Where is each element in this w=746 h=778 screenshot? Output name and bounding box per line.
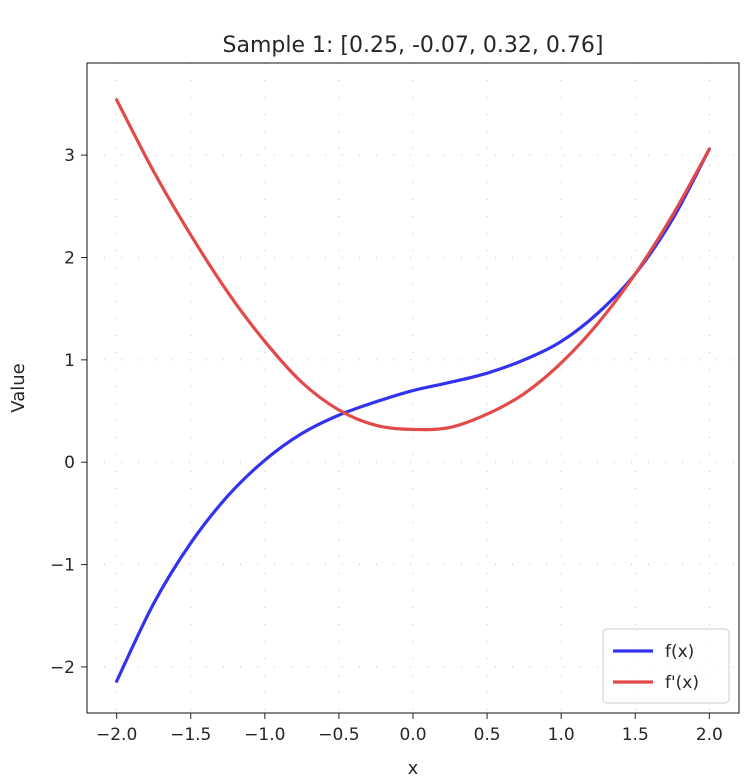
y-tick-label: −1: [50, 556, 75, 576]
x-tick-label: 0.0: [399, 725, 426, 745]
y-tick-label: 0: [64, 453, 75, 473]
legend: f(x) f'(x): [602, 628, 730, 704]
legend-label: f(x): [665, 642, 694, 662]
chart-title: Sample 1: [0.25, -0.07, 0.32, 0.76]: [223, 33, 604, 58]
series-line-f: [115, 147, 711, 683]
y-axis-title: Value: [8, 363, 29, 412]
x-axis-title: x: [408, 758, 419, 778]
y-tick-label: 2: [64, 248, 75, 268]
legend-box: [602, 628, 730, 704]
x-tick-label: 1.5: [622, 725, 649, 745]
y-axis: −2 −1 0 1 2 3: [50, 146, 87, 678]
x-tick-label: 1.0: [548, 725, 575, 745]
y-tick-label: 1: [64, 351, 75, 371]
legend-label: f'(x): [665, 673, 699, 693]
y-tick-label: −2: [50, 658, 75, 678]
x-tick-label: 0.5: [474, 725, 501, 745]
y-tick-label: 3: [64, 146, 75, 166]
x-axis: −2.0 −1.5 −1.0 −0.5 0.0 0.5 1.0 1.5 2.0: [96, 713, 723, 745]
series-lines: [115, 98, 711, 683]
x-tick-label: −0.5: [318, 725, 359, 745]
series-line-f-prime: [115, 98, 711, 432]
x-tick-label: −1.0: [244, 725, 285, 745]
x-tick-label: −2.0: [96, 725, 137, 745]
x-tick-label: −1.5: [170, 725, 211, 745]
x-tick-label: 2.0: [696, 725, 723, 745]
